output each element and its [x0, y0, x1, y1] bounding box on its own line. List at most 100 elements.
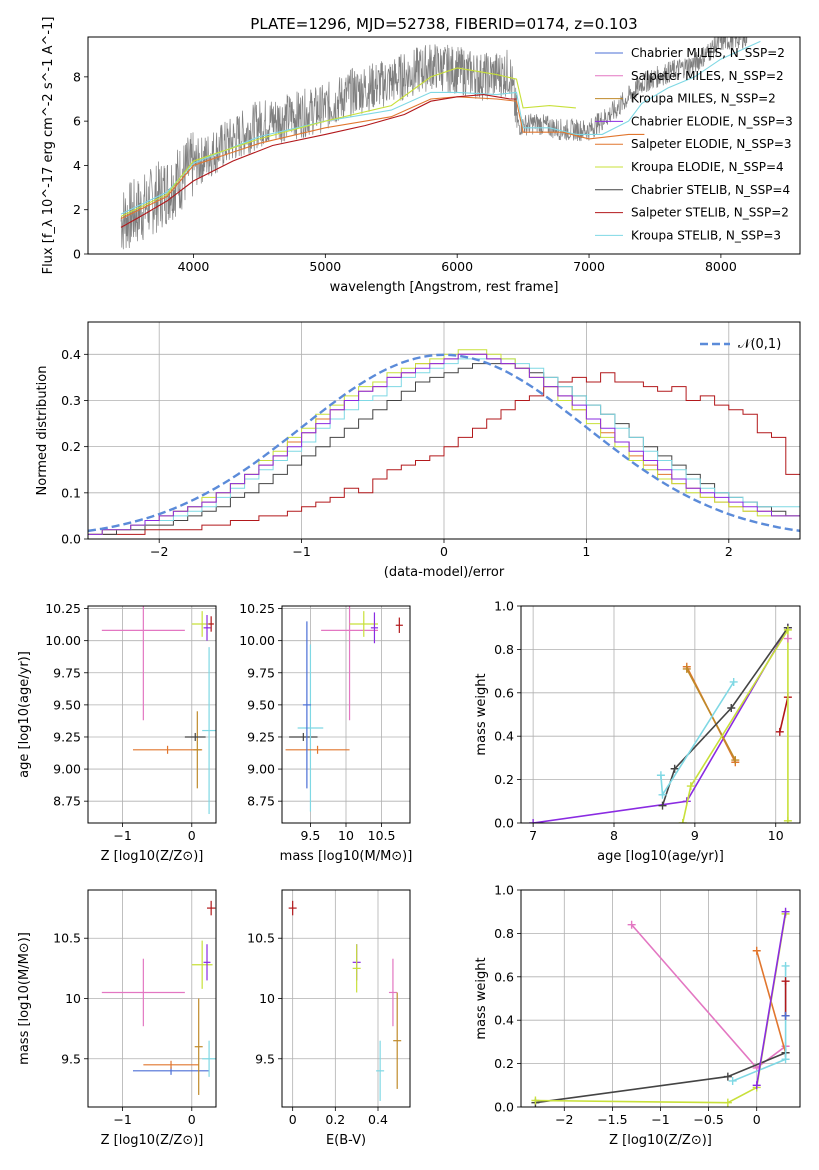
- errorbar-point-chabrier-miles: [302, 621, 311, 789]
- weight-series-chabrier-elodie: [529, 623, 792, 823]
- y-axis-label: mass [log10(M/M⊙)]: [17, 932, 32, 1065]
- x-tick-label: 9.5: [300, 828, 320, 843]
- weight-marker: [723, 1098, 732, 1107]
- x-tick-label: 5000: [309, 259, 341, 274]
- y-tick-label: 1.0: [494, 599, 514, 614]
- y-tick-label: 10: [65, 991, 81, 1006]
- x-tick-label: −1: [113, 828, 131, 843]
- weight-marker: [686, 782, 695, 791]
- weight-marker: [731, 756, 740, 765]
- y-axis-label: mass weight: [474, 673, 489, 755]
- y-tick-label: 0.0: [61, 532, 81, 547]
- errorbar-point-kroupa-elodie: [191, 940, 213, 989]
- histogram-salpeter-stelib: [88, 372, 800, 535]
- axes-frame: [87, 36, 801, 255]
- x-tick-label: 10: [338, 828, 354, 843]
- legend-label: Salpeter ELODIE, N_SSP=3: [631, 137, 792, 151]
- y-tick-label: 0.1: [61, 485, 81, 500]
- errorbar-point-salpeter-stelib: [288, 900, 297, 916]
- weight-series-salpeter-stelib: [775, 693, 792, 736]
- y-tick-label: 4: [73, 158, 81, 173]
- panel-mass-vs-EBV: 0 0.2 0.4 9.5 10 10.5 E(B-V): [247, 889, 411, 1148]
- plot-area: [285, 606, 403, 812]
- x-tick-label: 4000: [178, 259, 210, 274]
- weight-marker: [783, 625, 792, 634]
- plot-area: [101, 900, 216, 1095]
- weight-marker: [729, 677, 738, 686]
- y-axis-label: Flux [f_λ 10^-17 erg cm^-2 s^-1 A^-1]: [41, 17, 56, 275]
- x-tick-label: 2: [725, 544, 733, 559]
- errorbar-point-salpeter-miles: [101, 958, 185, 1027]
- weight-marker: [529, 819, 538, 823]
- panel-mass-weight-vs-Z: −2 −1.5 −1 −0.5 0 0.0 0.2 0.4 0.6 0.8 1.0 Z [log10(…: [474, 883, 801, 1148]
- weight-marker: [658, 801, 667, 810]
- weight-marker: [658, 790, 667, 799]
- weight-marker: [752, 946, 761, 955]
- x-tick-label: 0: [188, 828, 196, 843]
- histogram-chabrier-elodie: [88, 353, 800, 535]
- weight-line: [661, 627, 789, 806]
- y-axis-label: age [log10(age/yr)]: [17, 651, 32, 778]
- errorbar-point-salpeter-stelib: [207, 900, 216, 916]
- errorbar-point-kroupa-elodie: [349, 611, 378, 637]
- model-line-kroupa-elodie: [120, 67, 576, 217]
- weight-line: [686, 668, 737, 761]
- weight-marker: [531, 1096, 540, 1105]
- weight-marker: [781, 907, 790, 916]
- x-tick-label: −1: [651, 1112, 669, 1127]
- model-line-salpeter-stelib: [120, 94, 517, 228]
- y-tick-label: 0.8: [494, 926, 514, 941]
- y-tick-label: 8: [73, 69, 81, 84]
- panel-mass-vs-Z: −1 0 9.5 10 10.5 Z [log10(Z/Z⊙)] mass [log10(M…: [17, 889, 217, 1148]
- x-tick-label: 0.4: [368, 1112, 388, 1127]
- y-tick-label: 0.0: [494, 816, 514, 831]
- x-tick-label: 7: [529, 828, 537, 843]
- plot-area: [529, 623, 792, 823]
- weight-series-kroupa-elodie: [678, 625, 792, 823]
- plot-area: [531, 907, 790, 1107]
- axes-frame: [87, 605, 217, 824]
- x-tick-label: 0: [188, 1112, 196, 1127]
- y-tick-label: 10.5: [247, 931, 275, 946]
- weight-series-kroupa-stelib: [656, 677, 738, 799]
- errorbar-point-chabrier-stelib: [289, 732, 318, 741]
- weight-series-chabrier-elodie: [752, 907, 790, 1090]
- histogram-chabrier-stelib: [88, 363, 800, 535]
- y-tick-label: 0: [73, 247, 81, 262]
- y-tick-label: 10: [259, 991, 275, 1006]
- plot-area: [88, 349, 800, 535]
- panel-residuals: −2 −1 0 1 2 0.0 0.1 0.2 0.3 0.4 (data-model)/error…: [35, 321, 801, 580]
- legend-label: 𝒩(0,1): [738, 337, 781, 352]
- weight-marker: [627, 920, 636, 929]
- weight-marker: [781, 977, 790, 986]
- panel-age-vs-mass: 9.5 10 10.5 8.75 9.00 9.25 9.50 9.75 10.00 10.25 m…: [239, 601, 412, 864]
- errorbar-point-kroupa-miles: [393, 992, 402, 1089]
- y-tick-label: 0.6: [494, 685, 514, 700]
- y-tick-label: 8.75: [247, 794, 275, 809]
- y-tick-label: 9.75: [53, 665, 81, 680]
- y-tick-label: 8.75: [53, 794, 81, 809]
- x-tick-label: 6000: [441, 259, 473, 274]
- errorbar-point-chabrier-elodie: [203, 944, 211, 981]
- x-tick-label: 7000: [573, 259, 605, 274]
- weight-line: [755, 911, 787, 1086]
- x-tick-label: −1.5: [597, 1112, 627, 1127]
- errorbar-point-kroupa-miles: [193, 711, 202, 789]
- x-tick-label: 8: [610, 828, 618, 843]
- x-tick-label: 0: [440, 544, 448, 559]
- x-tick-label: 10.5: [368, 828, 396, 843]
- y-tick-label: 9.5: [61, 1051, 81, 1066]
- legend-label: Chabrier ELODIE, N_SSP=3: [631, 114, 793, 128]
- y-tick-label: 1.0: [494, 883, 514, 898]
- y-tick-label: 9.25: [247, 729, 275, 744]
- errorbar-point-salpeter-elodie: [132, 745, 203, 754]
- x-tick-label: 0: [289, 1112, 297, 1127]
- legend-label: Salpeter STELIB, N_SSP=2: [631, 206, 789, 220]
- errorbar-point-salpeter-stelib: [395, 617, 403, 633]
- x-axis-label: age [log10(age/yr)]: [597, 849, 724, 864]
- errorbar-point-kroupa-stelib: [297, 644, 324, 812]
- y-tick-label: 10.25: [239, 601, 275, 616]
- weight-marker: [727, 703, 736, 712]
- y-tick-label: 0.4: [61, 347, 81, 362]
- panel-age-vs-Z: −1 0 8.75 9.00 9.25 9.50 9.75 10.00 10.25 Z [log1…: [17, 601, 217, 864]
